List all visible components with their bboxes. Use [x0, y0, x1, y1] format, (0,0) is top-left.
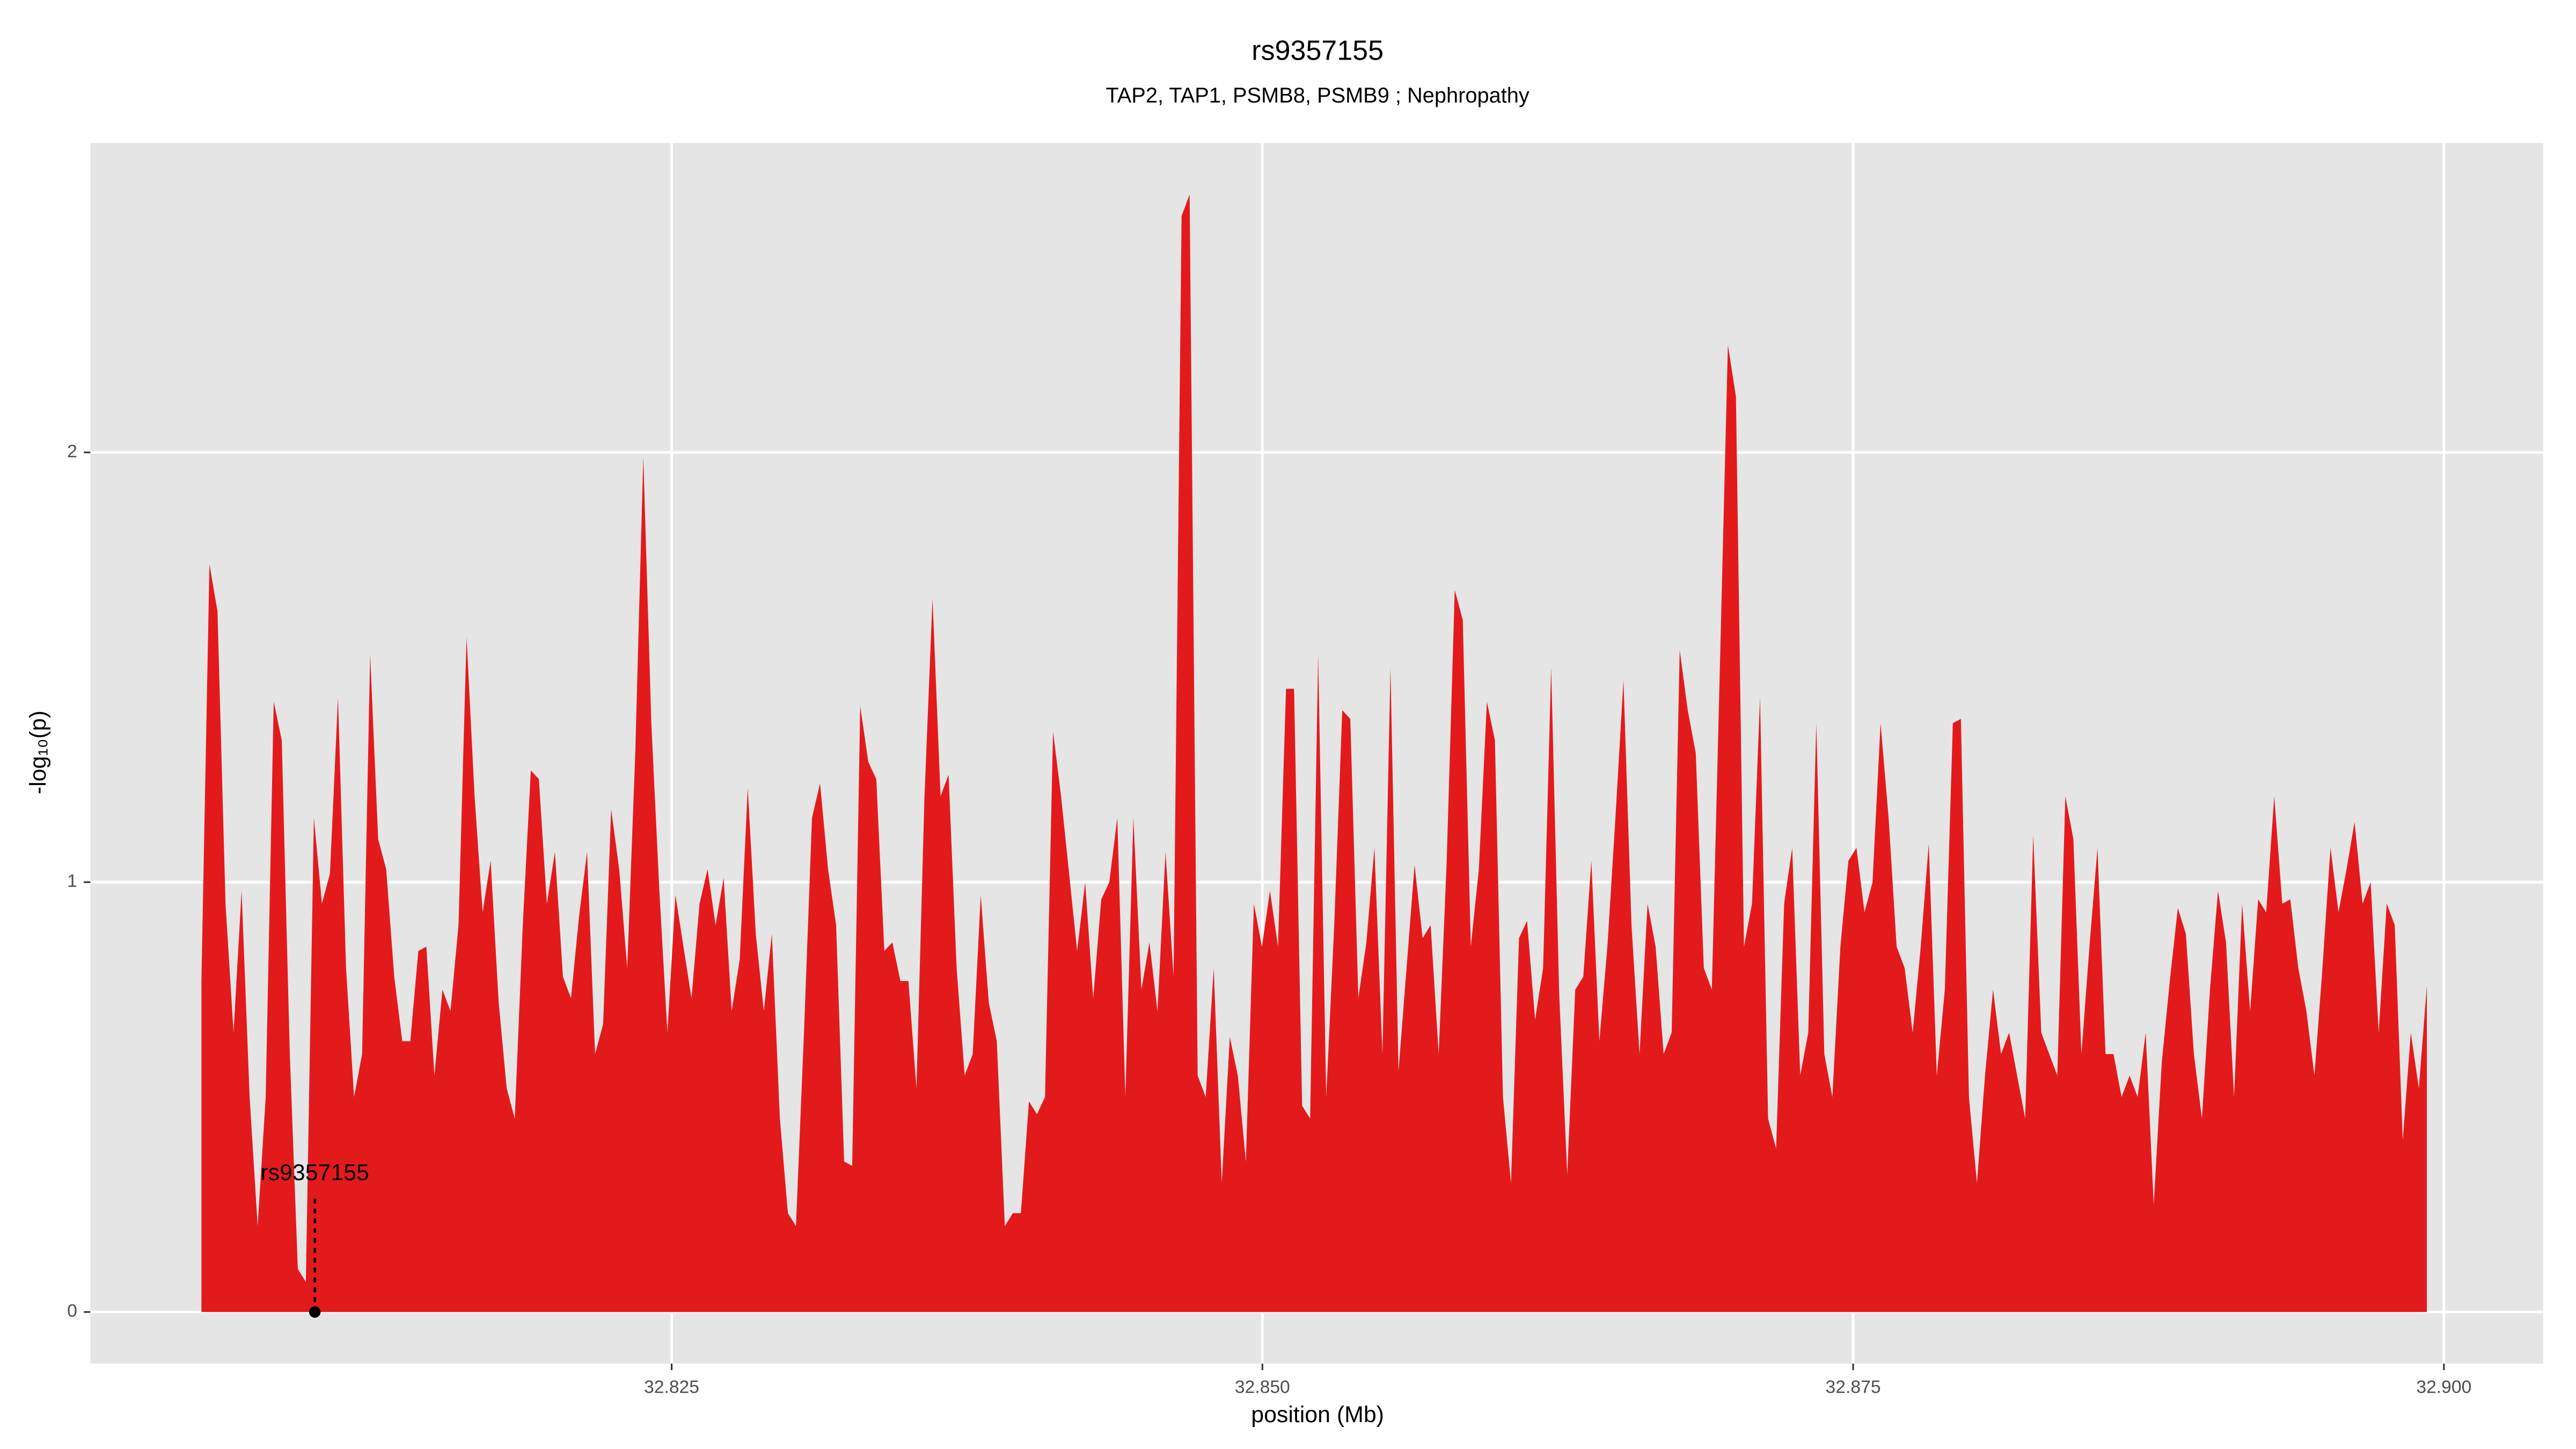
chart-subtitle: TAP2, TAP1, PSMB8, PSMB9 ; Nephropathy [1106, 84, 1529, 107]
annotation-label: rs9357155 [260, 1160, 369, 1185]
x-tick-label: 32.850 [1235, 1378, 1290, 1397]
marks: rs9357155 [201, 194, 2427, 1318]
x-tick-label: 32.875 [1826, 1378, 1881, 1397]
area [201, 194, 2427, 1312]
x-axis-label: position (Mb) [1251, 1402, 1384, 1428]
axes: 32.825 32.850 32.875 32.900 0 1 2 [67, 442, 2471, 1397]
y-tick-label: 2 [67, 442, 77, 462]
y-tick-label: 1 [67, 872, 77, 891]
y-axis-label: -log₁₀(p) [25, 711, 51, 794]
chart-title: rs9357155 [1252, 35, 1384, 67]
annotation-point [309, 1306, 321, 1318]
y-tick-label: 0 [67, 1301, 77, 1321]
x-tick-label: 32.900 [2416, 1378, 2471, 1397]
x-tick-label: 32.825 [644, 1378, 699, 1397]
